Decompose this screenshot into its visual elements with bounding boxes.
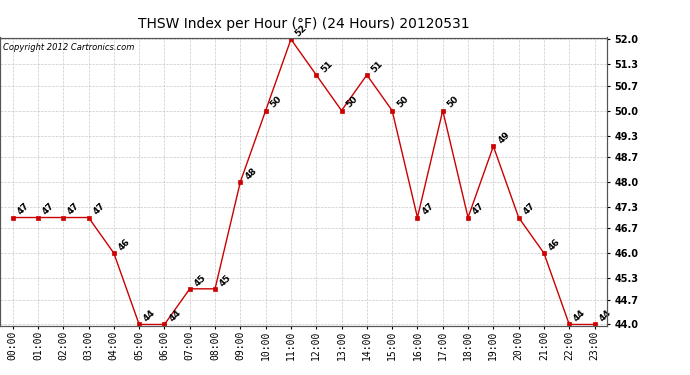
Text: 44: 44	[598, 308, 613, 324]
Text: 45: 45	[193, 273, 208, 288]
Text: THSW Index per Hour (°F) (24 Hours) 20120531: THSW Index per Hour (°F) (24 Hours) 2012…	[138, 17, 469, 31]
Text: 50: 50	[446, 94, 461, 110]
Text: 50: 50	[344, 94, 359, 110]
Text: Copyright 2012 Cartronics.com: Copyright 2012 Cartronics.com	[3, 43, 135, 52]
Text: 51: 51	[370, 59, 385, 74]
Text: 50: 50	[268, 94, 284, 110]
Text: 44: 44	[167, 308, 183, 324]
Text: 47: 47	[522, 201, 537, 217]
Text: 46: 46	[546, 237, 562, 252]
Text: 52: 52	[294, 23, 309, 39]
Text: 48: 48	[243, 166, 259, 181]
Text: 44: 44	[142, 308, 157, 324]
Text: 47: 47	[15, 201, 31, 217]
Text: 47: 47	[471, 201, 486, 217]
Text: 47: 47	[41, 201, 56, 217]
Text: 46: 46	[117, 237, 132, 252]
Text: 47: 47	[66, 201, 81, 217]
Text: 47: 47	[420, 201, 435, 217]
Text: 45: 45	[218, 273, 233, 288]
Text: 47: 47	[91, 201, 107, 217]
Text: 50: 50	[395, 94, 410, 110]
Text: 44: 44	[572, 308, 587, 324]
Text: 51: 51	[319, 59, 334, 74]
Text: 49: 49	[496, 130, 511, 146]
